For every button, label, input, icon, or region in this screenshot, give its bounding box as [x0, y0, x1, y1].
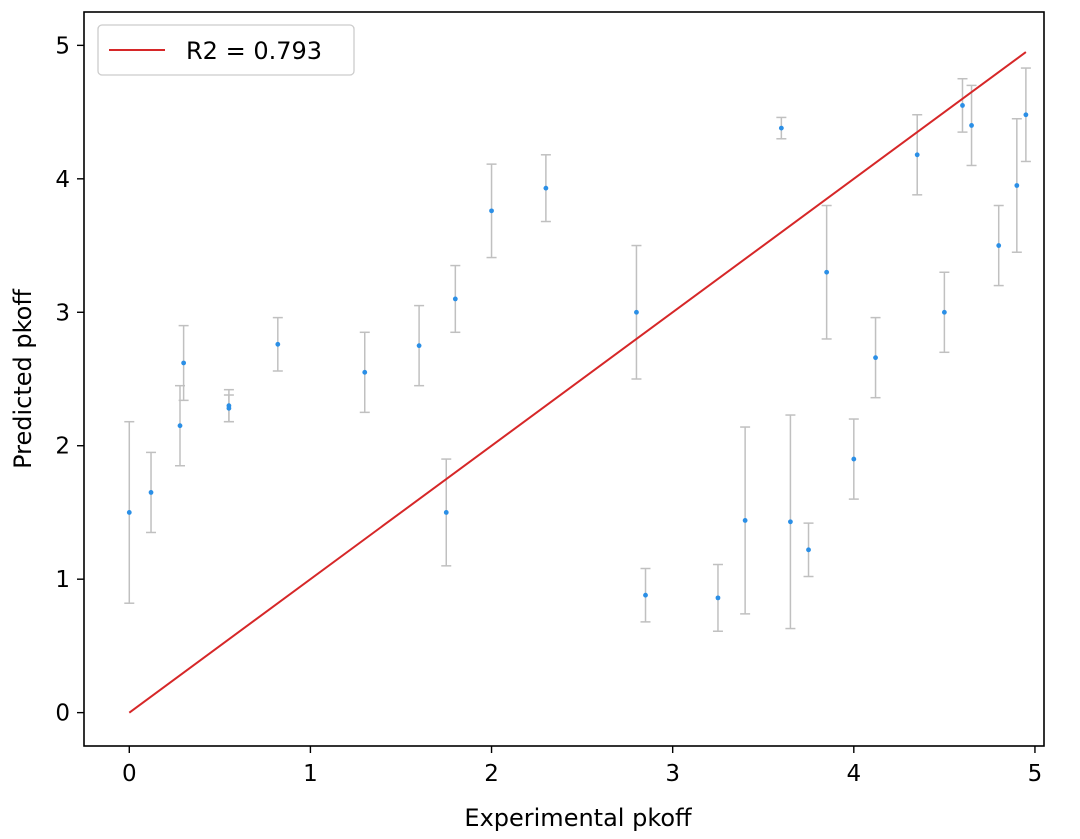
- data-point: [226, 405, 232, 411]
- data-point: [1023, 112, 1029, 118]
- y-axis-label: Predicted pkoff: [9, 289, 37, 469]
- data-point: [126, 510, 132, 515]
- x-tick-label: 1: [303, 761, 318, 787]
- y-axis-ticks: 0 1 2 3 4 5: [55, 33, 84, 727]
- y-tick-label: 5: [55, 33, 70, 59]
- x-tick-label: 2: [484, 761, 499, 787]
- data-point: [941, 309, 947, 315]
- x-tick-label: 5: [1028, 761, 1043, 787]
- legend-label: R2 = 0.793: [186, 37, 322, 65]
- data-point: [788, 519, 793, 525]
- data-point: [443, 510, 449, 515]
- legend: R2 = 0.793: [97, 24, 355, 76]
- x-axis-ticks: 0 1 2 3 4 5: [122, 746, 1042, 787]
- data-point: [715, 595, 721, 601]
- data-point: [452, 296, 458, 302]
- y-tick-label: 2: [55, 434, 70, 460]
- data-point: [181, 360, 187, 366]
- data-point: [177, 423, 183, 429]
- y-tick-label: 0: [55, 701, 70, 727]
- data-point: [275, 341, 281, 347]
- data-points: [126, 103, 1029, 601]
- x-axis-label: Experimental pkoff: [464, 804, 692, 832]
- data-point: [996, 243, 1002, 248]
- fit-line: [128, 51, 1027, 714]
- data-point: [806, 547, 811, 553]
- legend-box: [97, 24, 355, 76]
- y-tick-label: 1: [55, 567, 70, 593]
- data-point: [914, 152, 920, 158]
- data-point: [1014, 183, 1020, 188]
- data-point: [416, 343, 422, 349]
- data-point: [643, 592, 648, 598]
- data-point: [489, 208, 494, 214]
- x-tick-label: 0: [122, 761, 137, 787]
- y-tick-label: 3: [55, 300, 70, 326]
- data-point: [873, 355, 878, 361]
- data-point: [778, 125, 784, 131]
- plot-frame: [83, 11, 1045, 747]
- data-point: [148, 490, 154, 495]
- data-point: [742, 518, 748, 523]
- data-point: [969, 123, 974, 128]
- data-point: [960, 103, 965, 108]
- data-point: [543, 185, 549, 191]
- data-point: [362, 369, 368, 375]
- data-point: [634, 309, 639, 315]
- y-tick-label: 4: [55, 167, 70, 193]
- x-tick-label: 4: [846, 761, 861, 787]
- data-point: [851, 456, 857, 462]
- error-bars: [124, 67, 1031, 632]
- data-point: [824, 269, 830, 275]
- x-tick-label: 3: [665, 761, 680, 787]
